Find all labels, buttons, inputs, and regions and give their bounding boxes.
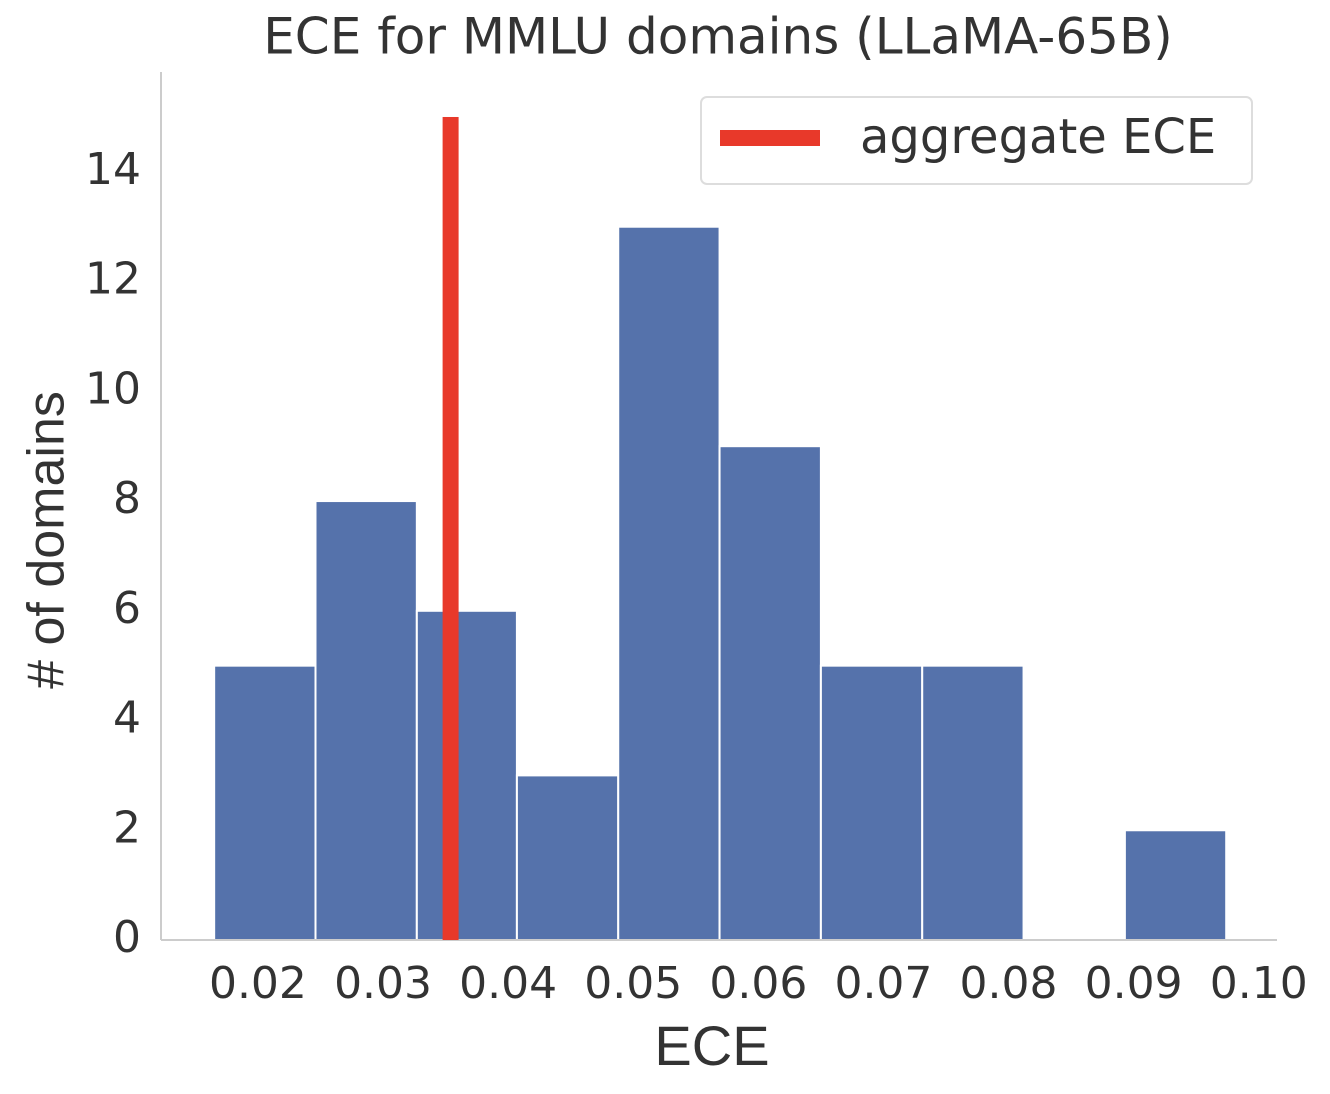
y-tick-label: 14	[85, 144, 141, 195]
y-tick-label: 4	[113, 693, 141, 744]
y-tick-label: 2	[113, 802, 141, 853]
x-tick-label: 0.05	[584, 958, 682, 1009]
chart-title: ECE for MMLU domains (LLaMA-65B)	[263, 8, 1173, 66]
legend-label: aggregate ECE	[860, 109, 1216, 165]
bar	[921, 664, 1025, 941]
x-tick-label: 0.03	[334, 958, 432, 1009]
y-tick-label: 10	[85, 363, 141, 414]
y-tick-label: 12	[85, 254, 141, 305]
reference-line	[442, 116, 459, 940]
y-axis-label: # of domains	[18, 391, 76, 689]
bar	[515, 774, 620, 942]
bar	[415, 609, 518, 941]
x-tick-label: 0.07	[834, 958, 932, 1009]
x-tick-label: 0.08	[960, 958, 1058, 1009]
x-tick-label: 0.10	[1210, 958, 1308, 1009]
bar	[1123, 829, 1228, 942]
bar	[617, 225, 721, 942]
x-tick-label: 0.02	[209, 958, 307, 1009]
x-axis-label: ECE	[654, 1014, 769, 1077]
y-tick-label: 6	[113, 583, 141, 634]
x-tick-label: 0.09	[1085, 958, 1183, 1009]
legend-box	[700, 96, 1253, 185]
bar	[213, 664, 317, 941]
bar	[819, 664, 924, 941]
x-tick-label: 0.04	[459, 958, 557, 1009]
y-tick-label: 0	[113, 912, 141, 963]
x-tick-label: 0.06	[709, 958, 807, 1009]
bar	[718, 445, 822, 941]
bar	[314, 500, 418, 941]
y-tick-label: 8	[113, 473, 141, 524]
